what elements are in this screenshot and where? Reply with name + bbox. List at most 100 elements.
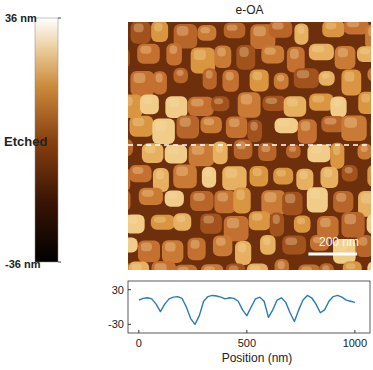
grain-highlight: [176, 166, 188, 176]
grain-highlight: [206, 70, 213, 79]
x-tick: [246, 330, 247, 333]
grain: [130, 71, 154, 96]
grain: [166, 43, 182, 65]
grain-highlight: [200, 27, 209, 33]
grain: [365, 24, 371, 49]
grain-highlight: [155, 121, 166, 131]
grain: [128, 48, 130, 69]
grain: [342, 165, 358, 182]
grain: [142, 143, 164, 163]
figure: e-OA36 nm-36 nmEtched200 nm05001000-3030…: [0, 0, 373, 370]
grain-highlight: [370, 264, 371, 270]
grain-highlight: [168, 147, 179, 154]
grain: [250, 69, 269, 91]
x-tick: [354, 330, 355, 333]
grain-highlight: [165, 242, 176, 251]
grain-highlight: [229, 265, 239, 270]
grain-highlight: [253, 26, 266, 36]
grain: [344, 22, 369, 34]
grain-highlight: [361, 94, 370, 103]
grain-highlight: [132, 263, 142, 270]
grain-highlight: [134, 23, 144, 32]
grain: [162, 240, 183, 263]
grain-highlight: [360, 48, 370, 54]
colorbar-label: -36 nm: [5, 258, 41, 270]
grain: [319, 71, 335, 86]
grain: [273, 168, 293, 185]
grain: [367, 262, 371, 270]
grain-highlight: [168, 192, 178, 199]
grain: [197, 25, 216, 41]
grain-highlight: [272, 22, 284, 29]
grain-highlight: [277, 75, 284, 82]
grain-highlight: [194, 50, 206, 60]
grain-highlight: [261, 145, 270, 152]
grain-highlight: [264, 192, 276, 202]
grain-highlight: [180, 118, 191, 127]
grain: [238, 92, 261, 117]
grain-highlight: [191, 99, 204, 107]
grain: [213, 236, 232, 257]
grain: [335, 46, 356, 69]
colorbar-tick: [58, 18, 61, 19]
grain: [131, 22, 151, 44]
grain-highlight: [347, 22, 359, 27]
grain: [203, 68, 217, 89]
plot-frame: [128, 281, 370, 333]
grain-highlight: [132, 167, 143, 174]
grain: [307, 187, 328, 212]
grain-highlight: [370, 167, 371, 176]
grain: [247, 120, 262, 142]
grain: [211, 96, 229, 111]
grain: [367, 68, 371, 82]
grain-highlight: [252, 213, 263, 221]
grain-highlight: [193, 193, 205, 201]
grain-highlight: [297, 25, 304, 34]
grain-highlight: [227, 25, 238, 31]
grain: [282, 235, 306, 254]
grain: [151, 22, 168, 42]
y-tick: [128, 289, 131, 290]
grain-highlight: [301, 121, 311, 131]
grain-highlight: [359, 237, 368, 246]
grain-highlight: [299, 171, 308, 180]
grain: [222, 166, 246, 190]
grain-highlight: [322, 73, 330, 79]
grain-highlight: [216, 238, 226, 246]
grain: [296, 169, 313, 190]
grain-highlight: [229, 118, 240, 127]
grain-highlight: [156, 170, 164, 180]
plot-area: [139, 295, 355, 324]
grain-highlight: [154, 23, 163, 31]
grain-highlight: [325, 22, 336, 29]
grain-highlight: [287, 98, 298, 106]
grain-highlight: [345, 167, 353, 174]
grain-highlight: [128, 216, 138, 224]
grain: [128, 237, 138, 252]
scale-bar-label: 200 nm: [319, 235, 359, 249]
grain: [322, 22, 344, 37]
grain-highlight: [297, 70, 310, 78]
grain-highlight: [253, 71, 263, 80]
grain: [214, 45, 231, 68]
title: e-OA: [235, 3, 263, 17]
grain-highlight: [250, 266, 261, 270]
grain: [129, 261, 150, 270]
grain: [262, 96, 286, 111]
grain-highlight: [310, 189, 320, 199]
grain-highlight: [253, 168, 262, 176]
grain: [294, 23, 308, 44]
grain-highlight: [192, 146, 205, 155]
y-tick: [128, 324, 131, 325]
grain: [188, 97, 214, 116]
sample-label: Etched: [4, 134, 47, 149]
grain: [249, 211, 271, 230]
grain-highlight: [273, 214, 280, 224]
grain-highlight: [238, 243, 246, 253]
grain: [247, 264, 268, 270]
grain-highlight: [368, 26, 371, 36]
grain: [151, 215, 175, 230]
grain-highlight: [203, 216, 214, 224]
grain-highlight: [133, 118, 145, 126]
grain-highlight: [141, 243, 152, 252]
